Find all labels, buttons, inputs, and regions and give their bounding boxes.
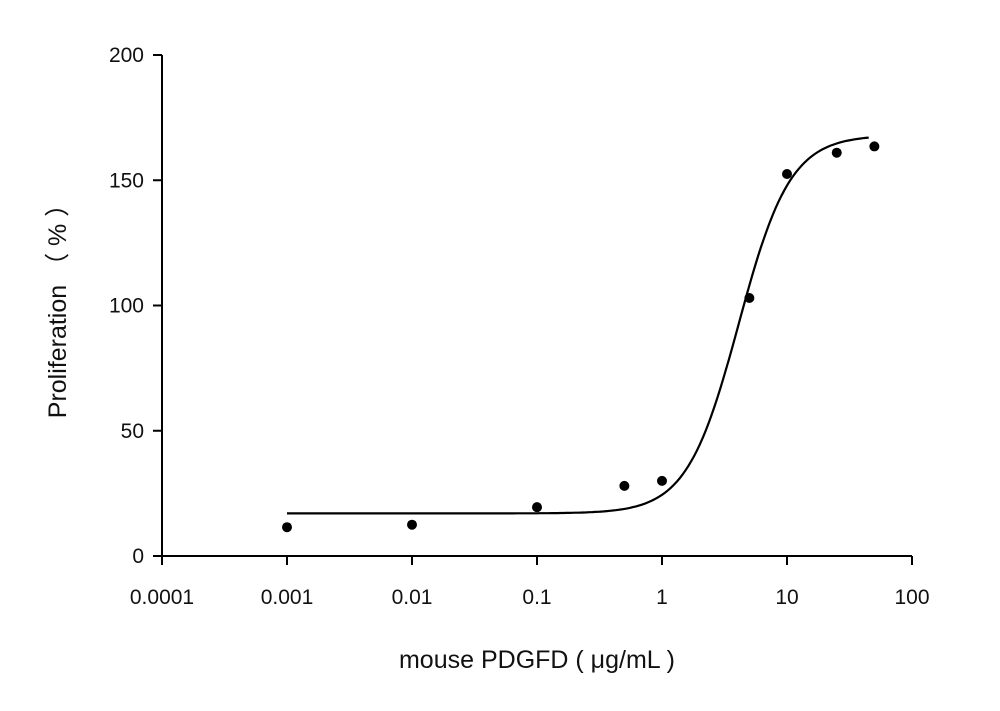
data-point	[407, 519, 417, 530]
x-tick-label: 0.01	[392, 586, 433, 609]
fit-curve	[287, 136, 869, 515]
data-point	[869, 141, 880, 152]
data-point	[532, 502, 542, 513]
y-axis-title: Proliferation （ % ）	[44, 192, 72, 418]
x-tick-label: 0.0001	[130, 586, 194, 609]
x-tick-label: 100	[894, 586, 929, 609]
x-tick-label: 10	[775, 586, 798, 609]
data-point	[782, 168, 792, 179]
x-axis-title: mouse PDGFD ( μg/mL )	[399, 646, 675, 674]
y-tick-label: 0	[132, 545, 144, 568]
data-point	[744, 292, 755, 303]
y-tick-label: 50	[121, 420, 144, 443]
y-tick-label: 100	[109, 295, 144, 318]
y-tick-label: 150	[109, 169, 144, 192]
data-point	[657, 475, 667, 486]
x-tick-label: 1	[656, 586, 668, 609]
data-points	[282, 141, 880, 533]
x-tick-label: 0.001	[261, 586, 314, 609]
x-tick-label: 0.1	[522, 586, 551, 609]
data-point	[619, 480, 630, 491]
data-point	[282, 522, 292, 533]
data-point	[831, 147, 842, 158]
axes: 0 50 100 150 200 0.0001 0.001 0.01 0.1 1 10 100	[109, 44, 930, 609]
fit-curve-group	[287, 136, 869, 515]
y-tick-label: 200	[109, 44, 144, 67]
